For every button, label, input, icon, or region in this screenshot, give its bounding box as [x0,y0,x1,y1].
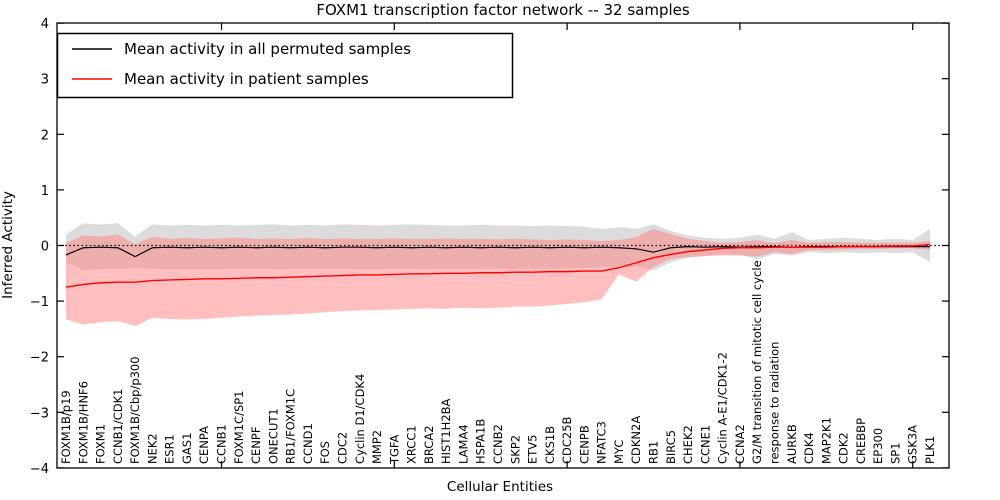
x-tick-label: ETV5 [526,435,540,464]
x-tick-label: CCNB1 [215,424,229,464]
y-tick-label: 2 [41,128,49,143]
legend-frame [56,32,514,99]
x-tick-label: CDC25B [560,416,574,464]
x-tick-label: CKS1B [543,426,557,464]
x-tick-label: SKP2 [508,435,522,464]
x-tick-label: PLK1 [923,436,937,464]
y-tick-label: −3 [30,406,49,421]
x-tick-label: FOXM1B/HNF6 [76,381,90,464]
x-tick-label: CCNB1/CDK1 [111,389,125,465]
x-tick-label: CDC2 [335,432,349,464]
x-tick-label: CREBBP [854,418,868,464]
x-tick-label: LAMA4 [456,424,470,464]
x-axis-label: Cellular Entities [447,479,553,495]
x-tick-label: CCNE1 [698,425,712,464]
x-tick-label: FOXM1 [94,424,108,464]
y-tick-label: −2 [30,351,49,366]
x-tick-label: AURKB [785,424,799,464]
x-tick-label: HSPA1B [474,419,488,464]
chart-title: FOXM1 transcription factor network -- 32… [316,1,690,19]
y-tick-label: 4 [41,17,49,32]
x-tick-label: HIST1H2BA [439,398,453,464]
x-tick-label: FOXM1B/p19 [59,390,73,464]
x-tick-label: CDK2 [837,432,851,464]
x-tick-label: CCND1 [301,423,315,464]
series-line-patient [65,243,931,288]
x-tick-label: TGFA [387,435,401,465]
x-tick-label: GAS1 [180,433,194,464]
y-tick-label: −4 [30,462,49,477]
x-tick-label: CCNA2 [733,424,747,464]
patient-samples-std-band [66,228,930,327]
x-tick-label: CENPF [249,427,263,464]
x-tick-label: RB1 [647,441,661,464]
x-tick-label: FOXM1C/SP1 [232,390,246,464]
x-tick-label: Cyclin A-E1/CDK1-2 [716,352,730,464]
x-tick-label: NEK2 [145,433,159,464]
x-tick-label: SP1 [888,442,902,464]
x-tick-label: NFATC3 [595,421,609,464]
x-tick-label: EP300 [871,428,885,464]
legend-label-patient: Mean activity in patient samples [124,70,369,88]
x-tick-label: CHEK2 [681,425,695,464]
y-axis-label: Inferred Activity [0,191,16,299]
y-tick-label: 1 [41,184,49,199]
x-tick-label: CDK4 [802,432,816,464]
x-tick-label: BIRC5 [664,430,678,464]
legend: Mean activity in all permuted samples Me… [56,32,514,99]
x-tick-label: G2/M transition of mitotic cell cycle [750,260,764,464]
x-tick-label: CCNB2 [491,424,505,464]
x-tick-label: MMP2 [370,430,384,464]
x-tick-label: RB1/FOXM1C [284,389,298,464]
x-tick-label: BRCA2 [422,425,436,464]
x-tick-label: MYC [612,440,626,464]
y-tick-label: 3 [41,73,49,88]
x-tick-label: XRCC1 [405,425,419,464]
y-tick-label: −1 [30,295,49,310]
x-tick-label: response to radiation [767,342,781,464]
legend-label-permuted: Mean activity in all permuted samples [124,40,411,58]
x-tick-label: ESR1 [163,434,177,464]
x-tick-label: FOXM1B/Cbp/p300 [128,356,142,464]
x-tick-label: CENPA [197,426,211,464]
x-tick-label: CDKN2A [629,416,643,464]
x-tick-label: FOS [318,441,332,464]
x-tick-label: MAP2K1 [819,417,833,464]
x-tick-label: GSK3A [906,425,920,464]
x-tick-label: Cyclin D1/CDK4 [353,374,367,464]
x-tick-label: CENPB [577,425,591,464]
x-tick-label: ONECUT1 [266,408,280,464]
y-tick-label: 0 [41,240,49,255]
